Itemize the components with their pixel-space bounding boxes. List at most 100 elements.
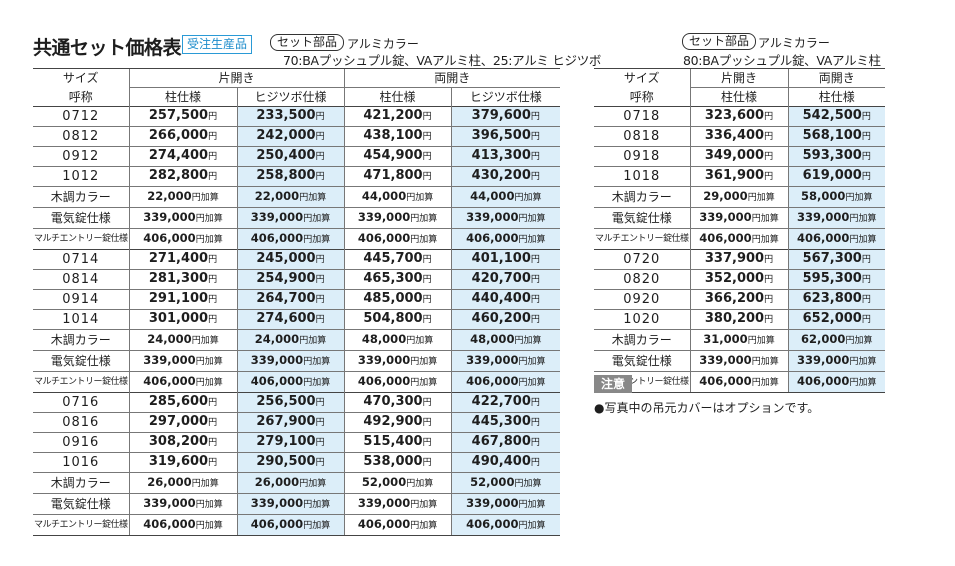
single-door-header: 片開き [689,68,788,88]
table-row: 0914 291,100円 264,700円 485,000円 440,400円 [33,289,561,310]
price-cell: 339,000円加算 [450,350,561,372]
table-row: 1016 319,600円 290,500円 538,000円 490,400円 [33,452,561,473]
price-value: 266,000 [148,128,209,143]
yen-unit: 円 [208,438,218,448]
price-cell: 339,000円加算 [450,207,561,229]
set-parts-label-right: セット部品 [682,33,757,50]
price-value: 52,000 [470,475,515,489]
addon-unit: 円加算 [195,378,223,388]
price-value: 264,700 [256,291,316,306]
price-cell: 413,300円 [450,146,561,167]
price-value: 339,000 [250,496,304,510]
price-cell: 282,800円 [128,166,237,187]
addon-unit: 円加算 [849,235,877,245]
price-value: 274,600 [256,311,316,326]
price-value: 467,800 [471,434,531,449]
pillar-spec-header: 柱仕様 [343,87,452,107]
size-code-cell: 1012 [33,166,129,187]
price-cell: 256,500円 [236,392,345,413]
table-row: 木調カラー 29,000円加算 58,000円加算 [594,186,885,208]
table-row: 電気錠仕様 339,000円加算 339,000円加算 339,000円加算 339,0… [33,207,561,229]
price-value: 490,400 [471,454,531,469]
price-value: 24,000 [147,332,192,346]
yen-unit: 円 [530,132,540,142]
addon-unit: 円加算 [518,521,546,531]
price-value: 379,600 [471,108,531,123]
code-header: 呼称 [33,87,129,107]
table-row: 木調カラー 24,000円加算 24,000円加算 48,000円加算 48,000円加… [33,329,561,351]
price-value: 421,200 [363,108,423,123]
yen-unit: 円 [764,152,774,162]
price-cell: 619,000円 [787,166,885,187]
set-parts-label: セット部品 [270,34,345,51]
price-value: 267,900 [256,414,316,429]
addon-unit: 円加算 [195,500,223,510]
price-cell: 406,000円加算 [787,228,885,250]
price-value: 406,000 [797,231,850,245]
price-cell: 337,900円 [689,249,788,270]
addon-unit: 円加算 [195,235,223,245]
size-code-cell: 0812 [33,126,129,147]
price-value: 470,300 [363,394,423,409]
size-code-cell: 1018 [594,166,690,187]
price-value: 339,000 [357,496,411,510]
table-row: マルチエントリー錠仕様 406,000円加算 406,000円加算 406,000円加… [33,371,561,393]
price-cell: 440,400円 [450,289,561,310]
size-code-cell: 0916 [33,432,129,453]
table-row: 0718 323,600円 542,500円 [594,106,885,127]
price-cell: 44,000円加算 [450,186,561,208]
yen-unit: 円 [764,172,774,182]
size-code-cell: 0814 [33,269,129,290]
table-row: マルチエントリー錠仕様 406,000円加算 406,000円加算 [594,371,885,393]
table-row: 木調カラー 22,000円加算 22,000円加算 44,000円加算 44,000円加… [33,186,561,208]
addon-unit: 円加算 [518,500,546,510]
price-value: 413,300 [471,148,531,163]
price-value: 593,300 [802,148,862,163]
price-cell: 593,300円 [787,146,885,167]
yen-unit: 円 [315,152,325,162]
size-code-cell: 0918 [594,146,690,167]
price-cell: 48,000円加算 [450,329,561,351]
price-cell: 568,100円 [787,126,885,147]
yen-unit: 円 [861,275,871,285]
price-value: 339,000 [250,210,304,224]
price-cell: 26,000円加算 [236,472,345,494]
price-value: 406,000 [250,231,304,245]
addon-unit: 円加算 [191,193,219,203]
size-code-cell: 0714 [33,249,129,270]
table-row: 0916 308,200円 279,100円 515,400円 467,800円 [33,432,561,453]
size-code-cell: 0820 [594,269,690,290]
price-cell: 406,000円加算 [343,371,452,393]
pillar-spec-header: 柱仕様 [128,87,237,107]
addon-unit: 円加算 [410,378,438,388]
price-cell: 29,000円加算 [689,186,788,208]
price-cell: 538,000円 [343,452,452,473]
price-cell: 245,000円 [236,249,345,270]
option-name-cell: 木調カラー [594,329,690,351]
price-value: 406,000 [143,374,196,388]
price-value: 623,800 [802,291,862,306]
price-value: 339,000 [466,353,519,367]
table-row: 1018 361,900円 619,000円 [594,166,885,187]
price-cell: 406,000円加算 [689,228,788,250]
yen-unit: 円 [530,295,540,305]
addon-unit: 円加算 [751,214,779,224]
price-cell: 470,300円 [343,392,452,413]
price-cell: 48,000円加算 [343,329,452,351]
yen-unit: 円 [422,458,432,468]
yen-unit: 円 [861,152,871,162]
price-value: 366,200 [704,291,765,306]
price-cell: 339,000円加算 [128,207,237,229]
size-code-cell: 0716 [33,392,129,413]
price-value: 29,000 [703,189,748,203]
price-cell: 291,100円 [128,289,237,310]
addon-unit: 円加算 [406,479,434,489]
price-value: 619,000 [802,168,862,183]
price-cell: 264,700円 [236,289,345,310]
price-value: 297,000 [148,414,209,429]
addon-unit: 円加算 [299,479,327,489]
price-cell: 308,200円 [128,432,237,453]
size-code-cell: 0712 [33,106,129,127]
yen-unit: 円 [530,255,540,265]
hijitsubo-spec-header: ヒジツボ仕様 [236,87,345,107]
